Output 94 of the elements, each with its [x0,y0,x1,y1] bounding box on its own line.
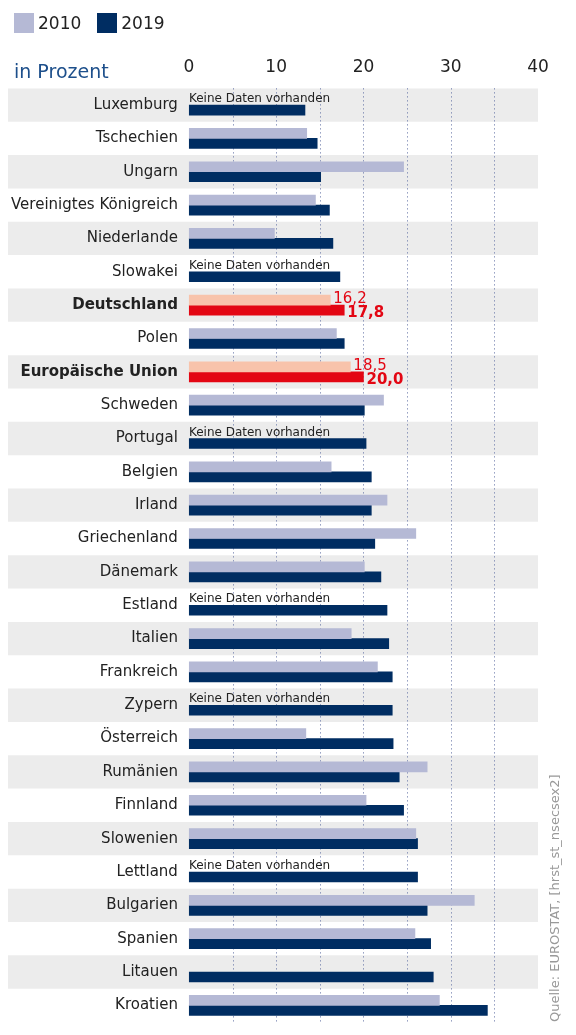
bar [188,538,376,549]
data-label: 18,5 [353,355,387,374]
y-tick-label: Griechenland [77,528,178,547]
y-tick-label: Europäische Union [20,361,178,380]
y-tick-label: Slowenien [101,828,178,847]
bar [188,204,330,216]
bar [188,161,404,173]
bar [188,438,367,449]
bar [188,461,332,473]
y-tick-label: Vereinigtes Königreich [10,194,178,213]
bar [188,728,307,739]
text: Keine Daten vorhanden [188,424,331,439]
bar [188,394,384,406]
bar [188,471,372,483]
x-tick-label: 10 [265,55,287,76]
legend-label: 2010 [38,13,82,33]
y-tick-label: Österreich [100,727,178,747]
bar [188,628,352,639]
bar [188,928,416,939]
bar [188,604,388,616]
bar [188,528,417,539]
bar [188,194,316,206]
bar [188,294,331,306]
legend-label: 2019 [121,13,165,33]
bar [188,561,365,573]
bar [188,638,390,649]
y-tick-label: Litauen [122,961,178,980]
x-tick-label: 0 [183,55,195,76]
bar [188,138,318,149]
y-tick-label: Schweden [100,395,178,414]
y-tick-label: Slowakei [112,261,178,280]
bar [188,228,275,239]
y-tick-label: Niederlande [86,228,178,247]
y-tick-label: Deutschland [72,295,178,314]
bar [188,828,417,839]
data-label: 17,8 [347,303,385,322]
y-tick-label: Dänemark [99,561,179,580]
bar [188,104,306,116]
bar [188,661,378,673]
x-axis-title: in Prozent [14,60,109,82]
bar [188,838,418,849]
bar [188,794,367,806]
text: Keine Daten vorhanden [188,591,331,606]
bar [188,1005,488,1016]
bar [188,494,388,506]
y-tick-label: Rumänien [102,761,178,780]
y-tick-label: Frankreich [99,661,178,680]
bar [188,171,322,183]
y-tick-label: Polen [137,328,178,347]
y-tick-label: Lettland [116,861,178,880]
bar [188,771,400,783]
bar [188,271,341,283]
bar [188,404,365,416]
text: Keine Daten vorhanden [188,858,331,873]
x-tick-label: 40 [527,55,549,76]
bar [188,804,404,816]
bar [188,894,475,906]
y-tick-label: Bulgarien [106,895,178,914]
bar [188,871,418,883]
y-tick-label: Luxemburg [93,94,178,113]
y-tick-label: Kroatien [115,995,178,1014]
y-tick-label: Estland [122,595,178,614]
bar [188,671,393,683]
y-tick-label: Irland [134,495,178,514]
y-tick-label: Ungarn [123,161,178,180]
y-tick-label: Italien [131,628,178,647]
bar [188,995,440,1006]
bar [188,128,308,139]
bar [188,361,351,373]
bar [188,704,393,716]
y-tick-label: Spanien [117,928,178,947]
text: Keine Daten vorhanden [188,257,331,272]
bar [188,938,431,949]
source-note: Quelle: EUROSTAT, [hrst_st_nsecsex2] [546,774,562,1022]
bar [188,971,434,983]
text: Keine Daten vorhanden [188,691,331,706]
bar [188,328,337,339]
y-tick-label: Portugal [115,428,178,447]
bar [188,504,372,516]
bar [188,571,382,583]
bar [188,238,334,249]
bar [188,761,428,773]
text: Keine Daten vorhanden [188,91,331,106]
bar [188,371,364,383]
y-tick-label: Finnland [114,795,178,814]
bar [188,738,394,749]
y-tick-label: Belgien [121,461,178,480]
x-tick-label: 30 [439,55,462,76]
bar [188,304,345,316]
y-tick-label: Tschechien [94,128,178,147]
bar [188,338,345,349]
bar [188,904,428,916]
x-tick-label: 20 [352,55,375,76]
y-tick-label: Zypern [124,695,178,714]
